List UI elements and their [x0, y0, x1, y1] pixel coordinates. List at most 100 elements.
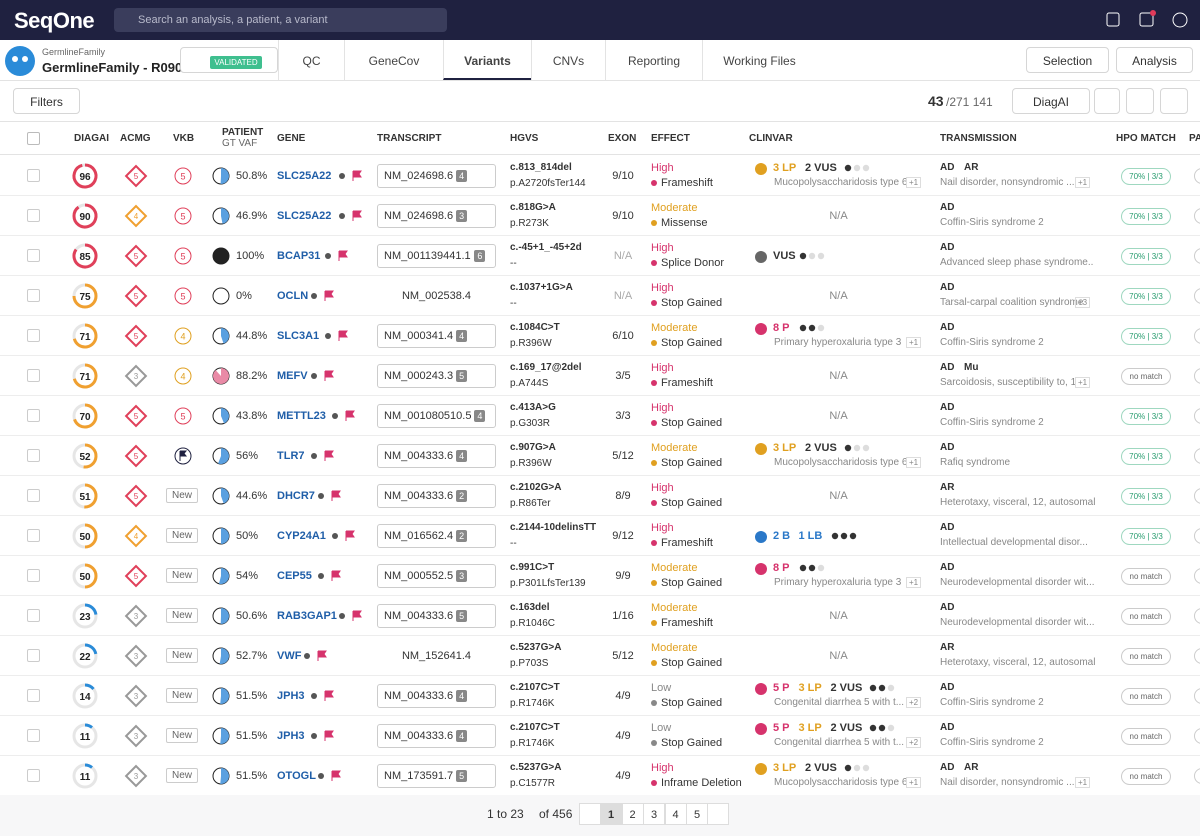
variant-row[interactable]: 51 5 New 44.6% DHCR7 NM_004333.6 2 c.2102G>A p.R… — [0, 476, 1200, 516]
tab[interactable]: Working Files — [702, 40, 816, 80]
page-button[interactable]: 3 — [643, 803, 665, 825]
variant-row[interactable]: 71 3 4 88.2% MEFV NM_000243.3 5 c.169_17@2del p.… — [0, 356, 1200, 396]
transcript-select[interactable]: NM_004333.6 4 — [377, 444, 496, 468]
gene[interactable]: VWF — [277, 650, 302, 662]
row-checkbox[interactable] — [27, 529, 40, 542]
tab[interactable]: Variants — [443, 40, 531, 80]
status-select[interactable]: VALIDATED — [180, 47, 278, 73]
variant-row[interactable]: 52 5 56% TLR7 NM_004333.6 4 c.907G>A p.R396W 5/1… — [0, 436, 1200, 476]
columns-button[interactable] — [1126, 88, 1154, 114]
tab[interactable]: CNVs — [531, 40, 605, 80]
score-arc — [84, 643, 98, 655]
clinvar-disease: Primary hyperoxaluria type 3 — [774, 337, 902, 348]
row-checkbox[interactable] — [27, 449, 40, 462]
variant-row[interactable]: 23 3 New 50.6% RAB3GAP1 NM_004333.6 5 c.163del p… — [0, 596, 1200, 636]
gene[interactable]: JPH3 — [277, 730, 305, 742]
gene[interactable]: OTOGL — [277, 770, 316, 782]
gene-icons — [311, 690, 334, 701]
sort-button[interactable] — [1094, 88, 1120, 114]
gene[interactable]: BCAP31 — [277, 250, 321, 262]
exon: 9/10 — [612, 210, 634, 222]
gene[interactable]: METTL23 — [277, 410, 326, 422]
transcript-select[interactable]: NM_001080510.5 4 — [377, 404, 496, 428]
row-checkbox[interactable] — [27, 249, 40, 262]
row-checkbox[interactable] — [27, 369, 40, 382]
page-button[interactable]: 4 — [664, 803, 687, 825]
gene[interactable]: RAB3GAP1 — [277, 610, 337, 622]
transcript-select[interactable]: NM_000341.4 4 — [377, 324, 496, 348]
row-checkbox[interactable] — [27, 689, 40, 702]
row-checkbox[interactable] — [27, 769, 40, 782]
variant-row[interactable]: 71 5 4 44.8% SLC3A1 NM_000341.4 4 c.1084C>T p.R3… — [0, 316, 1200, 356]
transcript-select[interactable]: NM_024698.6 3 — [377, 204, 496, 228]
diagai-select[interactable]: DiagAI — [1012, 88, 1090, 114]
row-checkbox[interactable] — [27, 649, 40, 662]
row-checkbox[interactable] — [27, 729, 40, 742]
clinvar-icon — [755, 323, 767, 335]
download-button[interactable] — [1160, 88, 1188, 114]
transcript-select[interactable]: NM_004333.6 4 — [377, 684, 496, 708]
gene[interactable]: OCLN — [277, 290, 309, 302]
page-button[interactable]: 1 — [600, 803, 622, 825]
variant-row[interactable]: 90 4 5 46.9% SLC25A22 NM_024698.6 3 c.818G>A p.R… — [0, 196, 1200, 236]
effect-dot — [651, 380, 657, 386]
next-page[interactable] — [707, 803, 729, 825]
diagai-score: 70 — [72, 403, 98, 429]
gene[interactable]: SLC25A22 — [277, 170, 332, 182]
row-checkbox[interactable] — [27, 489, 40, 502]
variant-row[interactable]: 75 5 5 0% OCLN NM_002538.4 c.1037+1G>A -- N/A Hig… — [0, 276, 1200, 316]
analysis-button[interactable]: Analysis — [1116, 47, 1193, 73]
selection-button[interactable]: Selection — [1026, 47, 1109, 73]
score-value: 23 — [79, 612, 91, 623]
variant-row[interactable]: 50 5 New 54% CEP55 NM_000552.5 3 c.991C>T p.P301… — [0, 556, 1200, 596]
transcript-select[interactable]: NM_004333.6 2 — [377, 484, 496, 508]
row-checkbox[interactable] — [27, 289, 40, 302]
gene[interactable]: CEP55 — [277, 570, 312, 582]
variant-row[interactable]: 96 5 5 50.8% SLC25A22 NM_024698.6 4 c.813_814de… — [0, 156, 1200, 196]
row-checkbox[interactable] — [27, 409, 40, 422]
prev-page[interactable] — [579, 803, 601, 825]
star — [869, 684, 877, 692]
variant-row[interactable]: 11 3 New 51.5% OTOGL NM_173591.7 5 c.5237G>A p.C… — [0, 756, 1200, 796]
row-checkbox[interactable] — [27, 609, 40, 622]
transcript-select[interactable]: NM_001139441.1 6 — [377, 244, 496, 268]
transcript-select[interactable]: NM_000552.5 3 — [377, 564, 496, 588]
gene[interactable]: SLC3A1 — [277, 330, 320, 342]
gene[interactable]: DHCR7 — [277, 490, 315, 502]
search-box[interactable]: Search an analysis, a patient, a variant — [114, 8, 447, 32]
tab[interactable]: GeneCov — [344, 40, 443, 80]
transcript-select[interactable]: NM_000243.3 5 — [377, 364, 496, 388]
transcript-select[interactable]: NM_016562.4 2 — [377, 524, 496, 548]
acmg-class: 3 — [124, 364, 148, 388]
transcript-select[interactable]: NM_024698.6 4 — [377, 164, 496, 188]
variant-row[interactable]: 70 5 5 43.8% METTL23 NM_001080510.5 4 c.413A>G p… — [0, 396, 1200, 436]
gene[interactable]: MEFV — [277, 370, 308, 382]
row-checkbox[interactable] — [27, 329, 40, 342]
row-checkbox[interactable] — [27, 209, 40, 222]
gene[interactable]: SLC25A22 — [277, 210, 332, 222]
tab[interactable]: QC — [278, 40, 344, 80]
variant-row[interactable]: 85 5 5 100% BCAP31 NM_001139441.1 6 c.-45+1_-45… — [0, 236, 1200, 276]
transmission-disease: Neurodevelopmental disorder wit... — [940, 617, 1095, 628]
logo[interactable]: SeqOne — [14, 8, 95, 33]
gene[interactable]: JPH3 — [277, 690, 305, 702]
transcript-select[interactable]: NM_173591.7 5 — [377, 764, 496, 788]
filters-button[interactable]: Filters — [13, 88, 80, 114]
page-button[interactable]: 5 — [686, 803, 708, 825]
exon: N/A — [613, 250, 633, 262]
variant-row[interactable]: 50 4 New 50% CYP24A1 NM_016562.4 2 c.2144-10del… — [0, 516, 1200, 556]
variant-row[interactable]: 11 3 New 51.5% JPH3 NM_004333.6 4 c.2107C>T p.R1… — [0, 716, 1200, 756]
page-button[interactable]: 2 — [621, 803, 644, 825]
transcript-select[interactable]: NM_004333.6 4 — [377, 724, 496, 748]
transcript-select[interactable]: NM_004333.6 5 — [377, 604, 496, 628]
gene[interactable]: CYP24A1 — [277, 530, 326, 542]
row-checkbox[interactable] — [27, 169, 40, 182]
variant-row[interactable]: 22 3 New 52.7% VWF NM_152641.4 c.5237G>A p.P703… — [0, 636, 1200, 676]
tab[interactable]: Reporting — [605, 40, 702, 80]
gene[interactable]: TLR7 — [277, 450, 305, 462]
variant-row[interactable]: 14 3 New 51.5% JPH3 NM_004333.6 4 c.2107C>T p.R1… — [0, 676, 1200, 716]
star — [799, 324, 806, 332]
row-checkbox[interactable] — [27, 569, 40, 582]
page-range[interactable]: 1 to 23 — [487, 807, 524, 821]
